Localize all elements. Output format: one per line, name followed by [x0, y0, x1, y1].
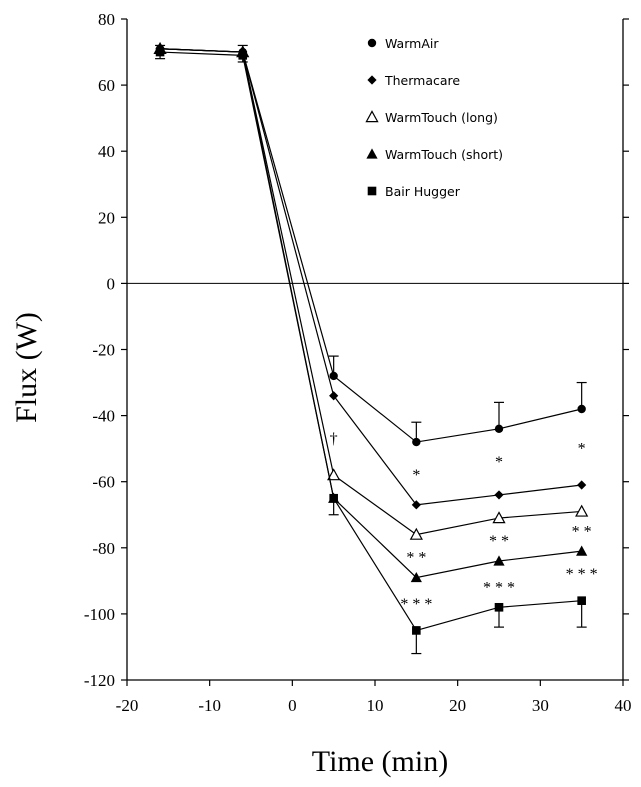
significance-annotation: *: [578, 441, 586, 458]
point-square: [329, 493, 338, 503]
y-tick-label: -40: [92, 407, 115, 426]
point-diamond: [367, 75, 377, 85]
point-diamond: [494, 490, 504, 500]
significance-annotation: * * *: [483, 579, 515, 596]
series-4: [155, 47, 587, 655]
point-square: [494, 602, 504, 612]
series-line: [160, 48, 582, 579]
y-tick-label: 0: [107, 274, 116, 293]
significance-annotation: * * *: [566, 566, 598, 583]
y-tick-label: 80: [98, 10, 115, 29]
point-triangle-open: [492, 511, 506, 524]
point-circle: [494, 424, 504, 434]
legend-label: Thermacare: [384, 73, 460, 88]
point-circle: [412, 437, 421, 447]
point-triangle-open: [409, 527, 423, 540]
x-tick-label: 40: [615, 696, 632, 715]
x-axis-title: Time (min): [312, 745, 448, 778]
series-line: [160, 51, 582, 632]
y-tick-label: -100: [84, 605, 115, 624]
point-square: [155, 47, 165, 57]
legend-label: WarmAir: [385, 36, 439, 51]
point-diamond: [411, 500, 421, 510]
point-square: [367, 186, 377, 196]
x-tick-label: -10: [198, 696, 221, 715]
significance-annotation: * * *: [400, 596, 432, 613]
point-square: [238, 51, 248, 60]
y-axis-title: Flux (W): [10, 312, 43, 423]
legend-label: WarmTouch (short): [385, 147, 503, 162]
legend-label: Bair Hugger: [385, 184, 461, 199]
x-tick-label: 30: [532, 696, 549, 715]
x-tick-label: -20: [116, 696, 139, 715]
point-diamond: [329, 391, 339, 401]
point-triangle: [366, 148, 378, 159]
point-triangle-open: [365, 110, 379, 123]
y-tick-label: 20: [98, 208, 115, 227]
y-tick-label: -80: [92, 539, 115, 558]
y-tick-label: 40: [98, 142, 115, 161]
point-square: [577, 596, 586, 605]
significance-annotation: *: [412, 467, 420, 484]
significance-annotation: †: [330, 431, 338, 448]
significance-annotation: * *: [572, 523, 592, 540]
series-line: [160, 48, 582, 443]
legend-label: WarmTouch (long): [385, 110, 498, 125]
point-triangle: [493, 555, 505, 566]
significance-annotation: * *: [489, 533, 509, 550]
y-tick-label: -20: [92, 341, 115, 360]
y-tick-label: -60: [92, 473, 115, 492]
point-triangle: [576, 545, 588, 556]
point-diamond: [577, 480, 587, 490]
y-tick-label: -120: [84, 671, 115, 690]
x-tick-label: 10: [367, 696, 384, 715]
series-0: [155, 44, 587, 447]
point-circle: [367, 38, 377, 48]
point-triangle-open: [575, 504, 589, 517]
x-tick-label: 20: [449, 696, 466, 715]
point-triangle: [410, 571, 422, 583]
y-tick-label: 60: [98, 76, 115, 95]
point-triangle-open: [327, 468, 341, 481]
point-square: [412, 626, 421, 635]
significance-annotation: *: [495, 454, 503, 471]
point-circle: [577, 404, 586, 414]
x-tick-label: 0: [288, 696, 297, 715]
significance-annotation: * *: [406, 550, 426, 567]
point-circle: [329, 371, 338, 381]
